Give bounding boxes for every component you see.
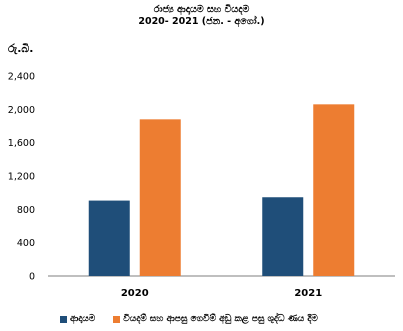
legend-swatch-revenue <box>60 315 67 323</box>
y-axis-unit-label: රු.බි. <box>8 42 34 55</box>
y-tick-label: 1,200 <box>8 172 35 183</box>
bar-revenue-2020 <box>88 200 130 276</box>
legend-swatch-expenditure <box>113 315 121 323</box>
bar-expenditure-2020 <box>139 119 181 276</box>
y-tick-label: 1,600 <box>8 138 35 149</box>
legend-label-expenditure: වියදම් සහ ආපසු ගෙවීම් අඩු කළ පසු ශුද්ධ ණ… <box>123 314 318 324</box>
y-tick-label: 400 <box>17 238 35 249</box>
chart-title: රාජ්‍ය ආදායම සහ වියදම <box>153 4 250 15</box>
bar-expenditure-2021 <box>313 104 355 276</box>
x-tick-label: 2021 <box>294 288 322 299</box>
y-tick-label: 2,000 <box>8 105 35 116</box>
legend: ආදායම වියදම් සහ ආපසු ගෙවීම් අඩු කළ පසු ශ… <box>60 314 336 324</box>
y-tick-label: 800 <box>17 205 35 216</box>
legend-item-expenditure: වියදම් සහ ආපසු ගෙවීම් අඩු කළ පසු ශුද්ධ ණ… <box>113 314 318 324</box>
legend-item-revenue: ආදායම <box>60 314 95 324</box>
chart-subtitle: 2020- 2021 (ජන. - අගෝ.) <box>138 16 265 27</box>
y-tick-label: 0 <box>29 272 35 283</box>
y-tick-label: 2,400 <box>8 72 35 83</box>
legend-label-revenue: ආදායම <box>70 314 96 324</box>
x-tick-label: 2020 <box>121 288 149 299</box>
bar-revenue-2021 <box>262 197 304 276</box>
